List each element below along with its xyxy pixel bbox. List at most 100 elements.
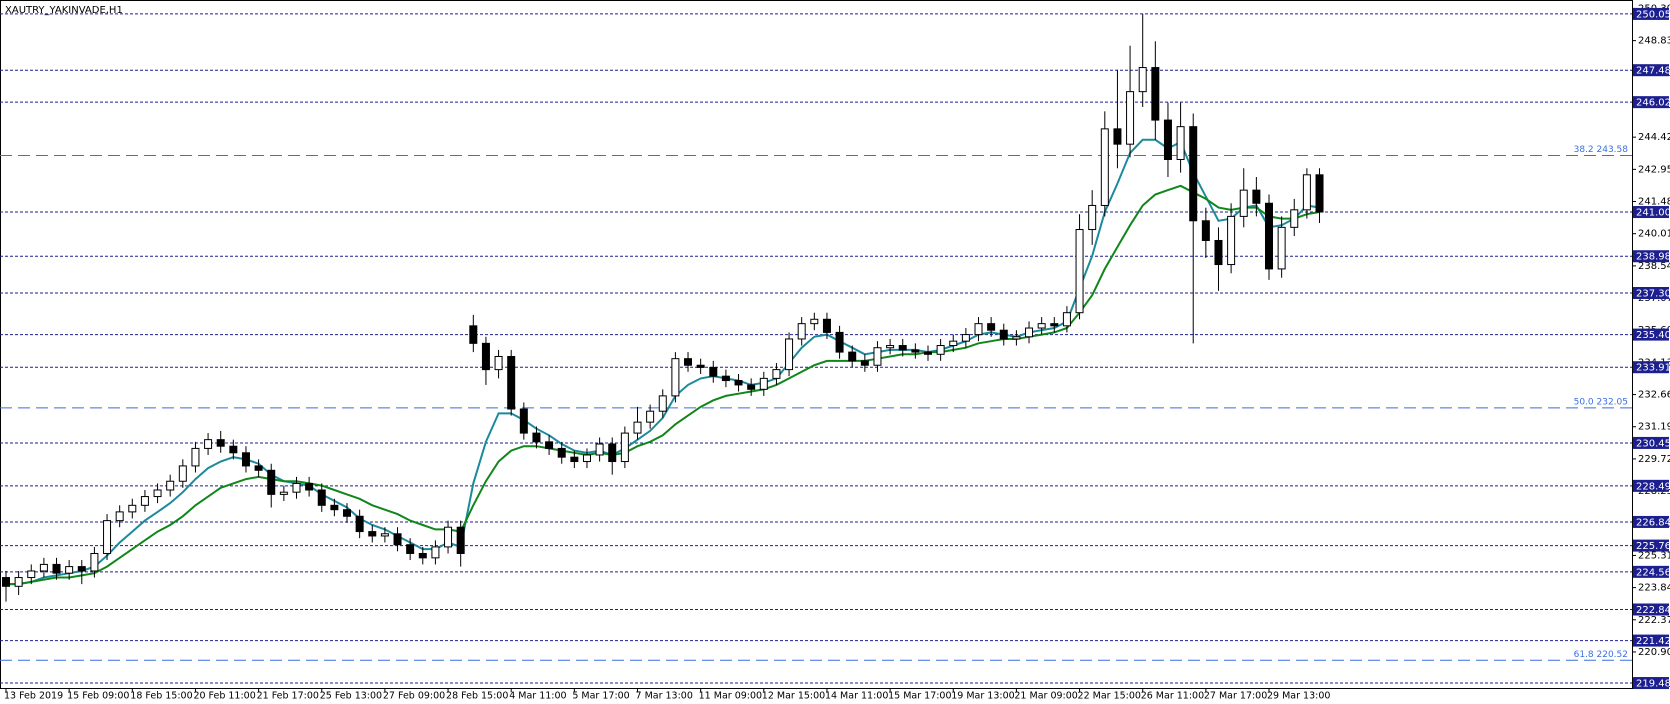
candle-body	[456, 526, 465, 554]
level-box-label: 221.42	[1636, 636, 1670, 647]
moving-average	[6, 138, 1320, 586]
candle-body	[115, 511, 124, 522]
candle-body	[1062, 312, 1071, 327]
candle-body	[1025, 327, 1034, 338]
candle-body	[873, 347, 882, 366]
candle-body	[734, 380, 743, 386]
candle-body	[696, 364, 705, 368]
candle-body	[317, 489, 326, 506]
y-tick-label: 242.95	[1638, 164, 1670, 175]
candle-body	[1088, 204, 1097, 231]
y-tick-label: 222.37	[1638, 615, 1670, 626]
x-tick-label: 5 Mar 17:00	[572, 691, 629, 702]
candle-body	[90, 552, 99, 572]
candle-body	[961, 334, 970, 342]
candle-body	[835, 331, 844, 353]
candle-body	[1075, 229, 1084, 314]
candle-body	[178, 465, 187, 482]
candle-body	[545, 441, 554, 449]
candle-body	[860, 360, 869, 366]
x-tick-label: 14 Mar 11:00	[825, 691, 888, 702]
candle-body	[380, 533, 389, 537]
candle-body	[1012, 336, 1021, 340]
candle-body	[368, 531, 377, 537]
level-box	[1633, 64, 1669, 77]
candle-body	[721, 375, 730, 382]
level-box	[1633, 96, 1669, 109]
candle-body	[279, 491, 288, 495]
candle-body	[633, 421, 642, 434]
y-tick-label: 231.19	[1638, 422, 1670, 433]
candle-body	[999, 329, 1008, 340]
level-box	[1633, 287, 1669, 300]
candle-body	[406, 544, 415, 554]
candle-body	[1290, 209, 1299, 228]
y-tick-label: 220.90	[1638, 647, 1670, 658]
candle-body	[557, 447, 566, 458]
x-tick-label: 19 Mar 13:00	[951, 691, 1014, 702]
candle-body	[305, 482, 314, 491]
fib-label: 38.2 243.58	[1574, 145, 1629, 155]
candle-body	[494, 355, 503, 371]
level-box-label: 224.56	[1636, 567, 1670, 578]
candle-body	[898, 345, 907, 351]
candle-body	[1227, 215, 1236, 266]
candle-body	[103, 520, 112, 554]
x-tick-label: 29 Mar 13:00	[1267, 691, 1330, 702]
candle-body	[52, 563, 61, 574]
candle-body	[848, 351, 857, 362]
candle-body	[418, 552, 427, 559]
candle-body	[519, 408, 528, 434]
candle-body	[886, 345, 895, 349]
candle-body	[254, 465, 263, 471]
x-tick-label: 27 Mar 17:00	[1204, 691, 1267, 702]
candle-body	[469, 325, 478, 344]
level-box-label: 233.91	[1636, 363, 1670, 374]
x-tick-label: 25 Feb 13:00	[320, 691, 382, 702]
x-tick-label: 18 Feb 15:00	[130, 691, 192, 702]
candle-body	[241, 452, 250, 467]
x-tick-label: 26 Mar 11:00	[1141, 691, 1204, 702]
candle-body	[1189, 126, 1198, 222]
level-box	[1633, 250, 1669, 263]
level-box-label: 235.40	[1636, 330, 1670, 341]
candle-body	[39, 563, 48, 572]
candle-body	[229, 445, 238, 454]
candle-body	[1239, 189, 1248, 217]
y-tick-label: 240.01	[1638, 229, 1670, 240]
x-tick-label: 21 Mar 09:00	[1014, 691, 1077, 702]
level-box	[1633, 7, 1669, 20]
level-box-label: 222.84	[1636, 605, 1670, 616]
x-tick-label: 28 Feb 15:00	[446, 691, 508, 702]
candle-body	[797, 323, 806, 340]
level-box	[1633, 677, 1669, 690]
candle-body	[166, 480, 175, 491]
candle-body	[658, 395, 667, 412]
level-box	[1633, 565, 1669, 578]
candle-body	[646, 410, 655, 423]
candle-body	[431, 546, 440, 559]
candle-body	[810, 318, 819, 325]
x-tick-label: 4 Mar 11:00	[509, 691, 566, 702]
candle-body	[582, 454, 591, 463]
candle-body	[267, 469, 276, 495]
candle-body	[191, 447, 200, 467]
x-tick-label: 20 Feb 11:00	[193, 691, 255, 702]
candle-body	[444, 526, 453, 548]
x-tick-label: 27 Feb 09:00	[383, 691, 445, 702]
candle-body	[1151, 67, 1160, 121]
level-box-label: 225.76	[1636, 541, 1670, 552]
level-box-label: 250.05	[1636, 9, 1670, 20]
candle-body	[949, 340, 958, 347]
x-tick-label: 13 Feb 2019	[4, 691, 63, 702]
candle-body	[759, 377, 768, 390]
candle-body	[1113, 128, 1122, 145]
candle-body	[355, 515, 364, 533]
candle-body	[785, 338, 794, 371]
level-box	[1633, 603, 1669, 616]
level-box-label: 230.45	[1636, 438, 1670, 449]
level-box-label: 237.30	[1636, 289, 1670, 300]
candle-body	[27, 570, 36, 579]
fib-label: 61.8 220.52	[1574, 650, 1628, 660]
